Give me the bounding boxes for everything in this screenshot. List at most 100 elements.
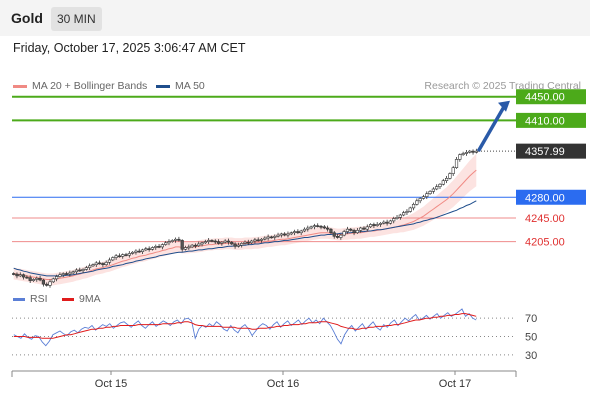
candle-body [283, 233, 287, 236]
candle-body [183, 247, 188, 250]
candle-body [441, 180, 445, 185]
candle-body [147, 248, 151, 251]
candle-body [140, 249, 145, 252]
candle-body [259, 238, 264, 241]
candle-body [448, 173, 452, 179]
candle-body [18, 274, 22, 277]
candle-body [302, 228, 307, 232]
candle-body [292, 231, 297, 234]
candle-body [418, 198, 422, 202]
candle-body [408, 207, 412, 212]
candle-body [240, 243, 244, 246]
candle-body [306, 227, 310, 230]
bollinger-band [13, 153, 477, 286]
candle-body [12, 273, 16, 275]
candle-body [107, 259, 112, 263]
level-label-0: 4450.00 [525, 92, 565, 104]
candle-body [216, 241, 221, 244]
candle-body [88, 265, 92, 268]
candle-body [137, 250, 141, 253]
candle-body [58, 274, 62, 277]
candle-body [342, 231, 346, 236]
candle-body [127, 253, 131, 256]
candle-body [74, 269, 79, 273]
candle-body [250, 240, 254, 244]
candle-body [385, 221, 389, 224]
candle-body [68, 272, 72, 275]
candle-body [131, 251, 135, 254]
candle-body [180, 240, 184, 250]
credit-label: Research © 2025 Trading Central [424, 80, 581, 92]
candle-body [471, 150, 475, 153]
legend-ma-bb-swatch [13, 84, 27, 88]
x-tick-label: Oct 15 [95, 378, 127, 390]
candle-body [319, 225, 323, 228]
candle-body [375, 224, 379, 226]
candle-body [289, 232, 293, 235]
candle-body [286, 233, 290, 236]
candle-body [269, 236, 274, 239]
candle-body [339, 234, 343, 238]
candle-body [134, 250, 138, 253]
candle-body [428, 191, 432, 195]
candle-body [220, 241, 224, 244]
candle-body [157, 246, 161, 248]
candle-body [193, 244, 198, 247]
candle-body [226, 240, 231, 243]
candle-body [167, 241, 171, 244]
candle-body [177, 238, 181, 241]
candle-body [200, 242, 204, 245]
level-label-box-2 [516, 143, 586, 159]
legend-rsi-swatch [13, 297, 25, 301]
candle-body [273, 235, 277, 238]
rsi-tick-30: 30 [525, 350, 537, 362]
candle-body [190, 244, 194, 248]
candle-body [41, 279, 45, 285]
candle-body [329, 228, 333, 234]
candle-body [415, 200, 419, 205]
level-label-box-3 [516, 189, 586, 205]
rsi-tick-70: 70 [525, 313, 537, 325]
candle-body [451, 167, 455, 174]
candle-body [322, 226, 326, 229]
candle-body [359, 227, 363, 231]
forecast-arrow-head [498, 100, 510, 112]
legend-rsi-ma-label: 9MA [79, 293, 101, 305]
candle-body [154, 246, 158, 248]
level-label-5: 4205.00 [525, 237, 565, 249]
candle-body [236, 244, 240, 247]
candle-body [64, 273, 69, 275]
candle-body [438, 183, 442, 187]
candle-body [104, 262, 108, 265]
candle-body [299, 230, 303, 234]
legend-rsi-ma: 9MA [62, 293, 101, 305]
candle-body [355, 230, 359, 234]
candle-body [35, 277, 39, 280]
candle-body [392, 218, 396, 222]
candle-body [173, 238, 178, 241]
legend-ma50-label: MA 50 [175, 80, 205, 92]
candle-body [349, 228, 353, 231]
candle-body [170, 240, 174, 242]
candle-body [266, 236, 270, 239]
candle-body [213, 240, 217, 243]
legend-rsi-label: RSI [30, 293, 48, 305]
timeframe-button[interactable]: 30 MIN [51, 7, 102, 31]
candle-body [431, 188, 435, 192]
rsi-line [13, 308, 477, 347]
candle-body [91, 264, 95, 267]
x-tick-label: Oct 17 [439, 378, 471, 390]
candle-body [458, 154, 462, 160]
candle-body [94, 262, 98, 265]
candle-body [402, 212, 406, 216]
candle-body [253, 239, 257, 242]
forecast-arrow-shaft [476, 105, 506, 153]
legend-ma50-swatch [156, 84, 170, 88]
candle-body [296, 231, 300, 234]
candle-body [309, 226, 313, 229]
candle-body [25, 276, 29, 279]
candle-body [312, 225, 317, 228]
candle-body [276, 234, 280, 237]
candle-body [382, 221, 386, 224]
